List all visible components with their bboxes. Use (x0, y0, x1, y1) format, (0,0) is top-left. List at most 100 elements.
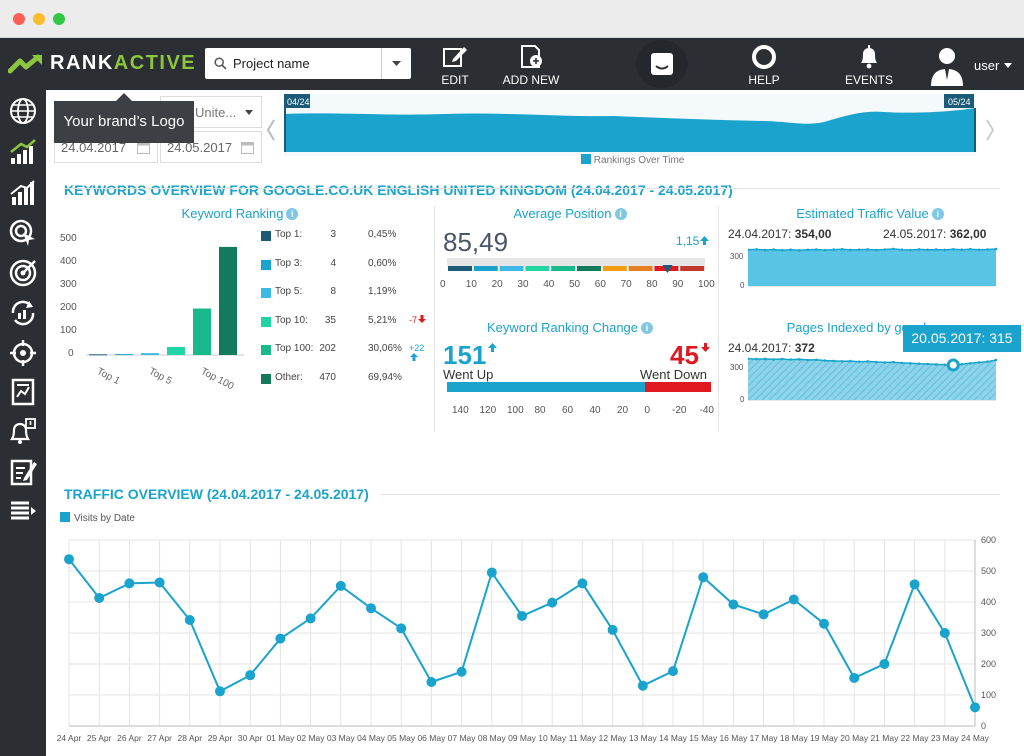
visits-point[interactable] (124, 578, 135, 589)
average-position-title: Average Position i (480, 206, 660, 221)
sidebar-item-refresh[interactable] (4, 296, 42, 330)
visits-point[interactable] (728, 599, 739, 610)
date-to-field[interactable]: 24.05.2017 (160, 131, 262, 163)
visits-point[interactable] (305, 613, 316, 624)
info-icon[interactable]: i (641, 322, 654, 334)
row-swatch (261, 345, 271, 355)
visits-point[interactable] (607, 624, 618, 635)
sparkline-point (815, 358, 818, 362)
y-tick-label: 500 (981, 566, 996, 576)
sidebar-item-location[interactable] (4, 336, 42, 370)
keyword-ranking-row: Top 5: 8 1,19% (261, 286, 431, 302)
user-menu[interactable]: user (928, 42, 1013, 88)
traffic-value-title: Estimated Traffic Value i (760, 206, 980, 221)
sparkline-point (789, 248, 793, 252)
scale-tick: -40 (699, 405, 714, 416)
info-icon[interactable]: i (286, 208, 299, 220)
sidebar-item-analytics[interactable] (4, 176, 42, 210)
visits-point[interactable] (819, 618, 829, 629)
info-icon[interactable]: i (931, 208, 944, 220)
visits-point[interactable] (879, 659, 890, 669)
scale-tick: 20 (617, 405, 629, 416)
maximize-window-button[interactable] (53, 13, 65, 25)
sparkline-point (815, 248, 818, 251)
visits-point[interactable] (245, 670, 256, 681)
visits-point[interactable] (577, 578, 588, 589)
project-search-input[interactable] (233, 48, 383, 79)
sparkline-point (755, 357, 758, 361)
timeline-start-label: 04/24 (287, 97, 310, 107)
sparkline-point (917, 362, 921, 366)
keyword-ranking-title: Keyword Ranking i (150, 206, 330, 221)
logo-tooltip: Your brand’s Logo (54, 93, 194, 143)
search-icon (214, 57, 227, 70)
close-window-button[interactable] (13, 13, 25, 25)
brand-logo[interactable]: RANKACTIVE (8, 52, 196, 75)
y-tick: 0 (740, 395, 745, 404)
visits-point[interactable] (486, 567, 497, 578)
sparkline-point (909, 362, 912, 365)
visits-point[interactable] (637, 680, 648, 691)
sidebar-item-target-search[interactable] (4, 216, 42, 250)
row-percent: 5,21% (368, 315, 397, 326)
add-new-button[interactable]: ADD NEW (496, 44, 566, 90)
visits-point[interactable] (788, 594, 799, 605)
timeline-prev-icon[interactable] (266, 118, 276, 142)
visits-point[interactable] (547, 597, 558, 608)
visits-point[interactable] (758, 609, 769, 620)
sparkline-point (977, 248, 981, 252)
visits-point[interactable] (335, 580, 346, 591)
visits-point[interactable] (939, 628, 950, 638)
x-tick-label: 20 May (840, 733, 869, 743)
visits-point[interactable] (698, 572, 709, 583)
arrow-up-icon (410, 353, 418, 361)
visits-point[interactable] (396, 623, 407, 634)
sparkline-point (960, 248, 964, 252)
target-icon (9, 259, 37, 287)
help-button[interactable]: HELP (729, 44, 799, 90)
row-swatch (261, 260, 271, 270)
x-tick-label: 22 May (901, 733, 930, 743)
visits-point[interactable] (215, 686, 225, 697)
visits-point[interactable] (94, 592, 105, 603)
position-segment (499, 266, 524, 271)
minimize-window-button[interactable] (33, 13, 45, 25)
bell-icon (861, 45, 877, 69)
sidebar-item-competitors[interactable] (4, 256, 42, 290)
project-dropdown-button[interactable] (381, 48, 411, 79)
visits-point[interactable] (668, 666, 678, 677)
visits-point[interactable] (154, 577, 165, 588)
scale-tick: 40 (589, 405, 601, 416)
visits-point[interactable] (909, 579, 920, 590)
visits-point[interactable] (64, 554, 74, 565)
rankings-timeline[interactable]: 04/24 05/24 (284, 94, 976, 156)
visits-point[interactable] (275, 633, 286, 644)
highlighted-point[interactable] (946, 358, 960, 372)
events-button[interactable]: EVENTS (834, 44, 904, 90)
visits-point[interactable] (517, 610, 527, 621)
position-segment (680, 266, 705, 271)
sidebar-item-alerts[interactable] (4, 415, 42, 449)
row-count: 8 (330, 286, 336, 297)
info-icon[interactable]: i (614, 208, 627, 220)
row-change-wrap: -7 (409, 315, 427, 325)
visits-point[interactable] (184, 614, 195, 625)
traffic-value-from: 24.04.2017: 354,00 (728, 227, 832, 241)
project-search[interactable] (205, 48, 411, 79)
sidebar-item-rankings[interactable] (4, 135, 42, 169)
visits-point[interactable] (426, 676, 437, 687)
visits-point[interactable] (970, 702, 980, 713)
scale-tick: 10 (465, 279, 477, 290)
sidebar-item-reports[interactable] (4, 375, 42, 409)
edit-button[interactable]: EDIT (420, 44, 490, 90)
sidebar-item-list[interactable] (4, 494, 42, 528)
sidebar-item-notes[interactable] (4, 455, 42, 489)
sidebar-item-globe[interactable] (4, 94, 42, 128)
visits-point[interactable] (849, 672, 860, 683)
chat-icon (651, 53, 673, 75)
chat-button[interactable] (636, 40, 688, 88)
add-document-icon (521, 45, 542, 68)
visits-point[interactable] (366, 603, 376, 614)
visits-point[interactable] (456, 666, 467, 677)
timeline-next-icon[interactable] (985, 118, 995, 142)
